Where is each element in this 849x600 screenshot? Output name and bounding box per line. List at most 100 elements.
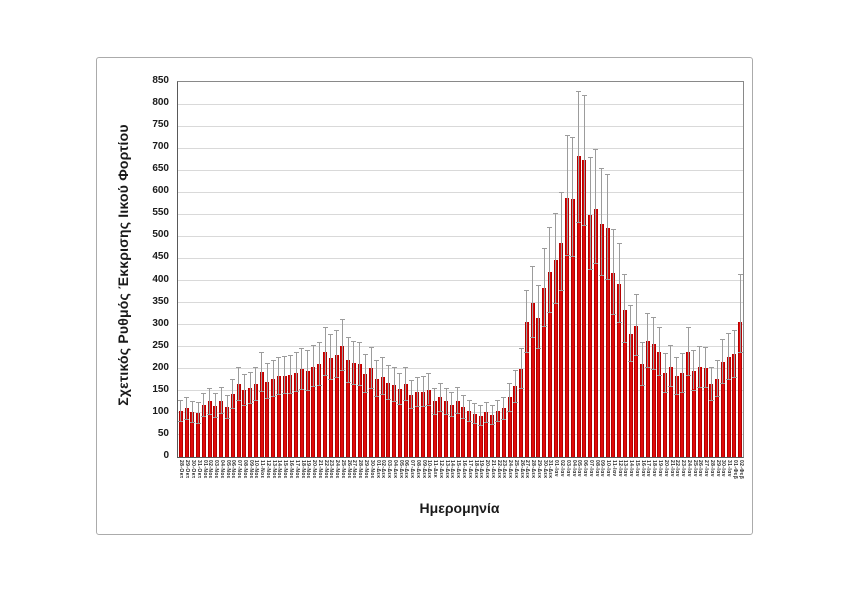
x-tick-label: 29-Ιαν — [714, 460, 721, 477]
error-bar — [543, 247, 545, 326]
gridline — [178, 346, 743, 348]
error-bar-cap — [703, 346, 709, 348]
error-bar-cap — [328, 333, 334, 335]
x-tick-label: 17-Δεκ — [466, 460, 473, 479]
bar — [720, 361, 725, 457]
x-tick-label: 26-Δεκ — [518, 460, 525, 479]
x-tick-label: 28-Δεκ — [530, 460, 537, 479]
error-bar — [480, 405, 482, 425]
error-bar-cap — [599, 275, 605, 277]
x-tick-label: 26-Νοε — [345, 460, 352, 479]
error-bar-cap — [697, 345, 703, 347]
bar — [305, 370, 310, 457]
error-bar — [261, 352, 263, 391]
x-tick-label: 03-Νοε — [213, 460, 220, 479]
x-tick-label: 25-Δεκ — [512, 460, 519, 479]
x-tick-label: 25-Νοε — [339, 460, 346, 479]
x-tick-label: 11-Νοε — [259, 460, 266, 479]
error-bar-cap — [483, 422, 489, 424]
gridline — [178, 412, 743, 414]
bar — [178, 410, 183, 457]
error-bar-cap — [230, 408, 236, 410]
x-tick-label: 16-Νοε — [288, 460, 295, 479]
y-tick-label: 350 — [152, 295, 169, 307]
x-tick-label: 05-Δεκ — [397, 460, 404, 479]
error-bar-cap — [472, 403, 478, 405]
error-bar-cap — [518, 388, 524, 390]
error-bar — [503, 397, 505, 420]
x-tick-label: 27-Ιαν — [703, 460, 710, 477]
error-bar-cap — [460, 418, 466, 420]
error-bar-cap — [259, 352, 265, 353]
error-bar-cap — [593, 263, 599, 265]
y-tick-label: 200 — [152, 361, 169, 373]
x-tick-label: 13-Δεκ — [443, 460, 450, 479]
x-tick-label: 31-Οκτ — [195, 460, 202, 479]
error-bar — [249, 371, 251, 404]
bar — [317, 364, 322, 457]
x-tick-label: 05-Νοε — [224, 460, 231, 479]
error-bar-cap — [610, 313, 616, 315]
error-bar-cap — [357, 342, 363, 344]
error-bar-cap — [316, 384, 322, 386]
x-tick-label: 25-Ιαν — [691, 460, 698, 477]
error-bar-cap — [403, 400, 409, 402]
error-bar — [485, 401, 487, 423]
x-tick-label: 04-Ιαν — [570, 460, 577, 477]
error-bar-cap — [495, 399, 501, 401]
bar — [219, 400, 224, 457]
bar — [605, 228, 610, 457]
error-bar — [716, 360, 718, 397]
error-bar — [670, 344, 672, 387]
error-bar — [376, 360, 378, 397]
error-bar — [583, 95, 585, 225]
error-bar-cap — [501, 419, 507, 421]
error-bar-cap — [316, 342, 322, 344]
error-bar-cap — [374, 360, 380, 362]
bar — [449, 404, 454, 457]
bar — [438, 397, 443, 457]
error-bar-cap — [691, 349, 697, 351]
x-tick-label: 13-Νοε — [270, 460, 277, 479]
error-bar-cap — [576, 222, 582, 224]
bar — [409, 394, 414, 457]
error-bar-cap — [530, 336, 536, 338]
bar — [588, 215, 593, 457]
x-tick-label: 08-Δεκ — [414, 460, 421, 479]
x-tick-label: 30-Ιαν — [720, 460, 727, 477]
bar — [374, 378, 379, 457]
error-bar-cap — [460, 395, 466, 397]
error-bar-cap — [685, 375, 691, 377]
error-bar-cap — [414, 406, 420, 408]
error-bar-cap — [737, 351, 743, 353]
error-bar-cap — [466, 399, 472, 401]
x-tick-label: 22-Δεκ — [495, 460, 502, 479]
error-bar-cap — [362, 354, 368, 356]
error-bar-cap — [270, 396, 276, 398]
x-tick-label: 15-Ιαν — [633, 460, 640, 477]
error-bar-cap — [299, 388, 305, 390]
x-tick-label: 16-Δεκ — [460, 460, 467, 479]
error-bar-cap — [478, 405, 484, 407]
error-bar-cap — [530, 265, 536, 267]
x-tick-label: 23-Ιαν — [680, 460, 687, 477]
gridline — [178, 147, 743, 149]
gridline — [178, 434, 743, 436]
bar — [542, 288, 547, 457]
error-bar-cap — [305, 350, 311, 352]
bar — [628, 334, 633, 457]
error-bar-cap — [362, 392, 368, 394]
x-tick-label: 14-Δεκ — [449, 460, 456, 479]
y-tick-label: 400 — [152, 273, 169, 285]
error-bar-cap — [420, 406, 426, 408]
error-bar — [653, 317, 655, 369]
error-bar-cap — [622, 341, 628, 343]
error-bar — [191, 400, 193, 422]
error-bar — [370, 347, 372, 388]
error-bar — [232, 379, 234, 409]
error-bar-cap — [432, 413, 438, 415]
error-bar-cap — [478, 424, 484, 426]
error-bar — [364, 354, 366, 393]
x-tick-label: 11-Δεκ — [432, 460, 439, 479]
error-bar — [399, 372, 401, 405]
